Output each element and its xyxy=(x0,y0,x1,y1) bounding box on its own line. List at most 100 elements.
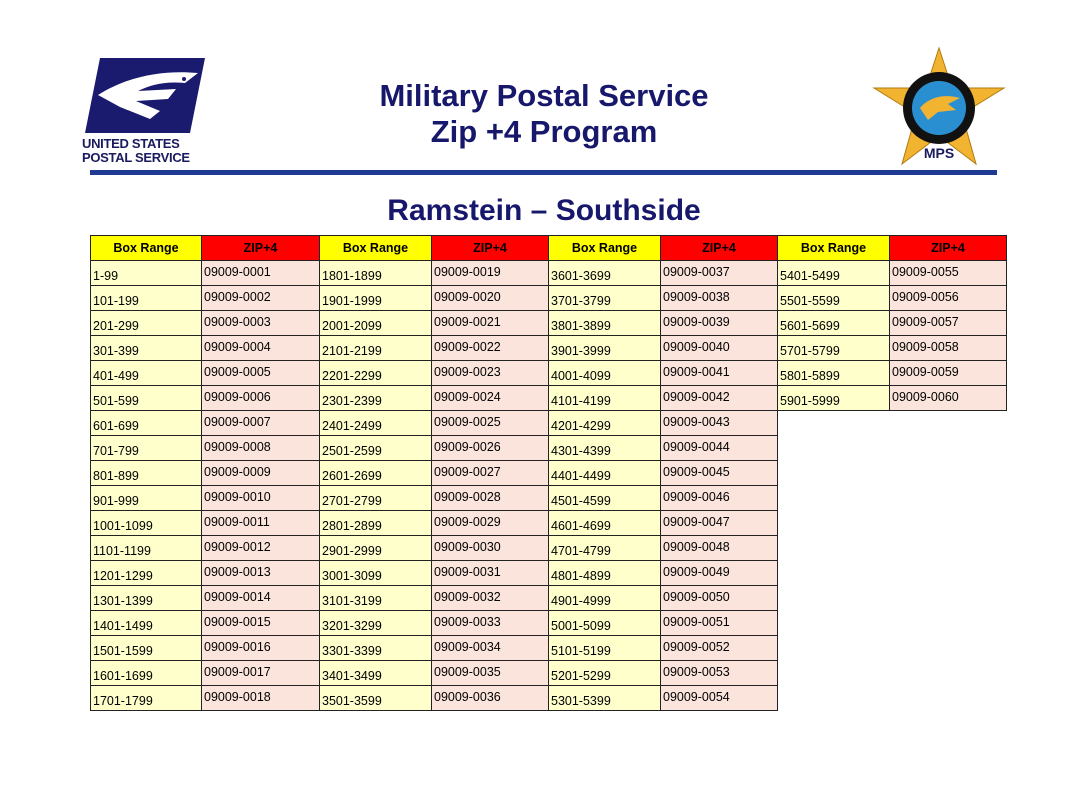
box-range-cell: 4501-4599 xyxy=(548,485,661,511)
zip-cell: 09009-0052 xyxy=(660,635,778,661)
box-range-cell: 101-199 xyxy=(90,285,202,311)
zip-cell: 09009-0021 xyxy=(431,310,549,336)
box-range-cell: 201-299 xyxy=(90,310,202,336)
box-range-cell: 2801-2899 xyxy=(319,510,432,536)
table-row: 301-399 09009-0004 2101-2199 09009-0022 3901… xyxy=(90,335,1007,361)
zip-cell: 09009-0018 xyxy=(201,685,320,711)
zip-cell: 09009-0017 xyxy=(201,660,320,686)
box-range-cell: 3801-3899 xyxy=(548,310,661,336)
box-range-cell: 4701-4799 xyxy=(548,535,661,561)
box-range-cell: 4101-4199 xyxy=(548,385,661,411)
table-row: 1401-1499 09009-0015 3201-3299 09009-0033 50… xyxy=(90,610,1007,636)
zip-cell: 09009-0038 xyxy=(660,285,778,311)
zip-cell: 09009-0030 xyxy=(431,535,549,561)
box-range-cell: 4401-4499 xyxy=(548,460,661,486)
title-line1: Military Postal Service xyxy=(379,78,709,113)
box-range-cell: 5401-5499 xyxy=(777,260,890,286)
zip-cell: 09009-0027 xyxy=(431,460,549,486)
box-range-cell: 601-699 xyxy=(90,410,202,436)
table-row: 1201-1299 09009-0013 3001-3099 09009-0031 48… xyxy=(90,560,1007,586)
box-range-cell: 2301-2399 xyxy=(319,385,432,411)
box-range-cell: 901-999 xyxy=(90,485,202,511)
zip-cell: 09009-0022 xyxy=(431,335,549,361)
usps-name-line1: UNITED STATES xyxy=(82,136,180,151)
zip-cell: 09009-0010 xyxy=(201,485,320,511)
box-range-cell: 5901-5999 xyxy=(777,385,890,411)
box-range-cell: 401-499 xyxy=(90,360,202,386)
zip-cell: 09009-0060 xyxy=(889,385,1007,411)
empty-cell xyxy=(778,661,1007,686)
zip-cell: 09009-0032 xyxy=(431,585,549,611)
zip-cell: 09009-0026 xyxy=(431,435,549,461)
zip-cell: 09009-0035 xyxy=(431,660,549,686)
table-row: 1101-1199 09009-0012 2901-2999 09009-0030 47… xyxy=(90,535,1007,561)
box-range-cell: 3401-3499 xyxy=(319,660,432,686)
box-range-header: Box Range xyxy=(90,235,202,261)
box-range-cell: 4301-4399 xyxy=(548,435,661,461)
zip-cell: 09009-0001 xyxy=(201,260,320,286)
box-range-cell: 5801-5899 xyxy=(777,360,890,386)
box-range-cell: 5001-5099 xyxy=(548,610,661,636)
box-range-cell: 4801-4899 xyxy=(548,560,661,586)
zip-cell: 09009-0039 xyxy=(660,310,778,336)
box-range-cell: 4001-4099 xyxy=(548,360,661,386)
zip-cell: 09009-0047 xyxy=(660,510,778,536)
box-range-cell: 4201-4299 xyxy=(548,410,661,436)
zip-cell: 09009-0057 xyxy=(889,310,1007,336)
empty-cell xyxy=(778,686,1007,711)
table-row: 901-999 09009-0010 2701-2799 09009-0028 4501… xyxy=(90,485,1007,511)
box-range-cell: 2001-2099 xyxy=(319,310,432,336)
table-row: 1001-1099 09009-0011 2801-2899 09009-0029 46… xyxy=(90,510,1007,536)
box-range-cell: 3301-3399 xyxy=(319,635,432,661)
zip-cell: 09009-0003 xyxy=(201,310,320,336)
box-range-cell: 2101-2199 xyxy=(319,335,432,361)
zip-cell: 09009-0028 xyxy=(431,485,549,511)
table-row: 1-99 09009-0001 1801-1899 09009-0019 3601-36… xyxy=(90,260,1007,286)
box-range-cell: 2201-2299 xyxy=(319,360,432,386)
zip-cell: 09009-0020 xyxy=(431,285,549,311)
zip-cell: 09009-0058 xyxy=(889,335,1007,361)
zip-cell: 09009-0004 xyxy=(201,335,320,361)
box-range-cell: 1501-1599 xyxy=(90,635,202,661)
zip-cell: 09009-0012 xyxy=(201,535,320,561)
zip-cell: 09009-0025 xyxy=(431,410,549,436)
zip-cell: 09009-0048 xyxy=(660,535,778,561)
box-range-cell: 4901-4999 xyxy=(548,585,661,611)
empty-cell xyxy=(778,436,1007,461)
header-divider xyxy=(90,170,997,175)
box-range-cell: 3601-3699 xyxy=(548,260,661,286)
zip-cell: 09009-0059 xyxy=(889,360,1007,386)
title-line2: Zip +4 Program xyxy=(430,114,658,149)
zip-header: ZIP+4 xyxy=(660,235,778,261)
empty-cell xyxy=(778,411,1007,436)
box-range-cell: 5201-5299 xyxy=(548,660,661,686)
empty-cell xyxy=(778,511,1007,536)
zip-cell: 09009-0007 xyxy=(201,410,320,436)
box-range-cell: 701-799 xyxy=(90,435,202,461)
table-row: 401-499 09009-0005 2201-2299 09009-0023 4001… xyxy=(90,360,1007,386)
box-range-header: Box Range xyxy=(548,235,661,261)
zip-cell: 09009-0019 xyxy=(431,260,549,286)
empty-cell xyxy=(778,636,1007,661)
box-range-cell: 5501-5599 xyxy=(777,285,890,311)
zip-cell: 09009-0008 xyxy=(201,435,320,461)
box-range-cell: 3201-3299 xyxy=(319,610,432,636)
box-range-cell: 1601-1699 xyxy=(90,660,202,686)
box-range-cell: 801-899 xyxy=(90,460,202,486)
empty-cell xyxy=(778,586,1007,611)
zip-cell: 09009-0024 xyxy=(431,385,549,411)
zip-cell: 09009-0031 xyxy=(431,560,549,586)
zip-cell: 09009-0005 xyxy=(201,360,320,386)
box-range-cell: 2501-2599 xyxy=(319,435,432,461)
zip-cell: 09009-0044 xyxy=(660,435,778,461)
zip-cell: 09009-0014 xyxy=(201,585,320,611)
zip-cell: 09009-0046 xyxy=(660,485,778,511)
box-range-cell: 1901-1999 xyxy=(319,285,432,311)
zip-cell: 09009-0050 xyxy=(660,585,778,611)
box-range-cell: 1801-1899 xyxy=(319,260,432,286)
zip-cell: 09009-0053 xyxy=(660,660,778,686)
zip-cell: 09009-0029 xyxy=(431,510,549,536)
empty-cell xyxy=(778,486,1007,511)
box-range-header: Box Range xyxy=(319,235,432,261)
